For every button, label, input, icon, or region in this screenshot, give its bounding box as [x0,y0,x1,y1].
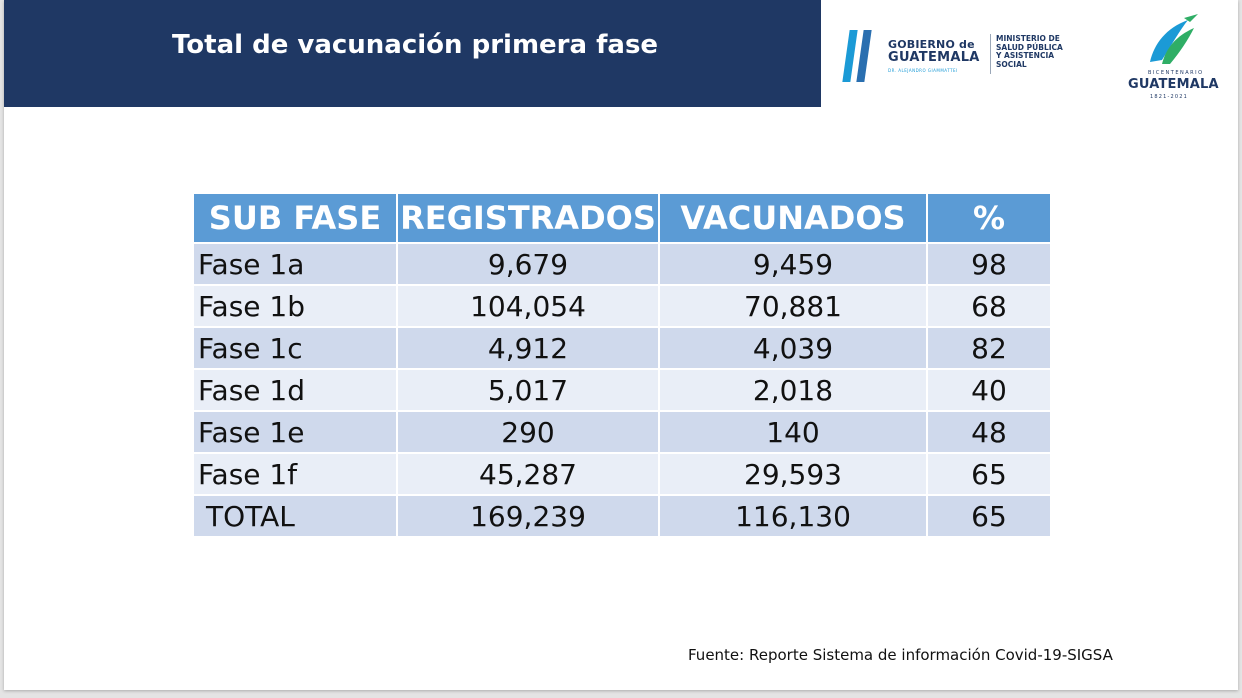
header-sub-fase: SUB FASE [192,192,398,244]
cell-percent: 68 [926,284,1052,328]
table-row: Fase 1c 4,912 4,039 82 [192,326,1052,370]
bicentenario-logo: BICENTENARIO GUATEMALA 1821-2021 [1120,14,1226,102]
cell-vacunados: 70,881 [658,284,928,328]
table-row: Fase 1a 9,679 9,459 98 [192,242,1052,286]
gobierno-line1: GOBIERNO de [888,38,975,51]
cell-total-label: TOTAL [192,494,398,538]
bicentenario-label: BICENTENARIO [1148,70,1204,76]
ministry-line: Y ASISTENCIA [996,51,1055,60]
cell-percent: 82 [926,326,1052,370]
cell-vacunados: 9,459 [658,242,928,286]
ministry-name: MINISTERIO DE SALUD PÚBLICA Y ASISTENCIA… [996,34,1086,69]
header-percent: % [926,192,1052,244]
cell-total-registrados: 169,239 [396,494,660,538]
cell-total-percent: 65 [926,494,1052,538]
cell-total-vacunados: 116,130 [658,494,928,538]
logo-divider [990,34,991,74]
cell-registrados: 9,679 [396,242,660,286]
header-registrados: REGISTRADOS [396,192,660,244]
slide: Total de vacunación primera fase GOBIERN… [4,0,1238,690]
guatemala-bars-icon [842,30,874,82]
cell-registrados: 45,287 [396,452,660,496]
cell-vacunados: 4,039 [658,326,928,370]
cell-vacunados: 29,593 [658,452,928,496]
cell-percent: 40 [926,368,1052,412]
vaccination-table: SUB FASE REGISTRADOS VACUNADOS % Fase 1a… [192,192,1052,538]
bicentenario-name: GUATEMALA [1128,77,1219,92]
cell-sub-fase: Fase 1d [192,368,398,412]
gobierno-line2: GUATEMALA [888,50,980,65]
header-vacunados: VACUNADOS [658,192,928,244]
page-title: Total de vacunación primera fase [172,30,659,60]
table-header-row: SUB FASE REGISTRADOS VACUNADOS % [192,192,1052,244]
quetzal-bird-icon [1150,14,1198,64]
table-row: Fase 1e 290 140 48 [192,410,1052,454]
cell-sub-fase: Fase 1e [192,410,398,454]
cell-percent: 98 [926,242,1052,286]
source-note: Fuente: Reporte Sistema de información C… [688,646,1113,664]
cell-percent: 48 [926,410,1052,454]
table-row: Fase 1b 104,054 70,881 68 [192,284,1052,328]
cell-sub-fase: Fase 1c [192,326,398,370]
table-row: Fase 1d 5,017 2,018 40 [192,368,1052,412]
cell-sub-fase: Fase 1f [192,452,398,496]
table-total-row: TOTAL 169,239 116,130 65 [192,494,1052,538]
cell-percent: 65 [926,452,1052,496]
cell-sub-fase: Fase 1a [192,242,398,286]
cell-registrados: 4,912 [396,326,660,370]
cell-registrados: 104,054 [396,284,660,328]
gobierno-line3: DR. ALEJANDRO GIAMMATTEI [888,68,958,73]
ministry-line: SALUD PÚBLICA [996,42,1063,52]
table-row: Fase 1f 45,287 29,593 65 [192,452,1052,496]
ministry-line: MINISTERIO DE [996,34,1060,43]
cell-sub-fase: Fase 1b [192,284,398,328]
cell-registrados: 290 [396,410,660,454]
bicentenario-years: 1821-2021 [1150,94,1189,100]
cell-vacunados: 140 [658,410,928,454]
cell-vacunados: 2,018 [658,368,928,412]
ministry-line: SOCIAL [996,59,1027,69]
cell-registrados: 5,017 [396,368,660,412]
gobierno-guatemala-logo: GOBIERNO de GUATEMALA DR. ALEJANDRO GIAM… [842,22,1086,84]
title-bar: Total de vacunación primera fase [4,0,821,107]
